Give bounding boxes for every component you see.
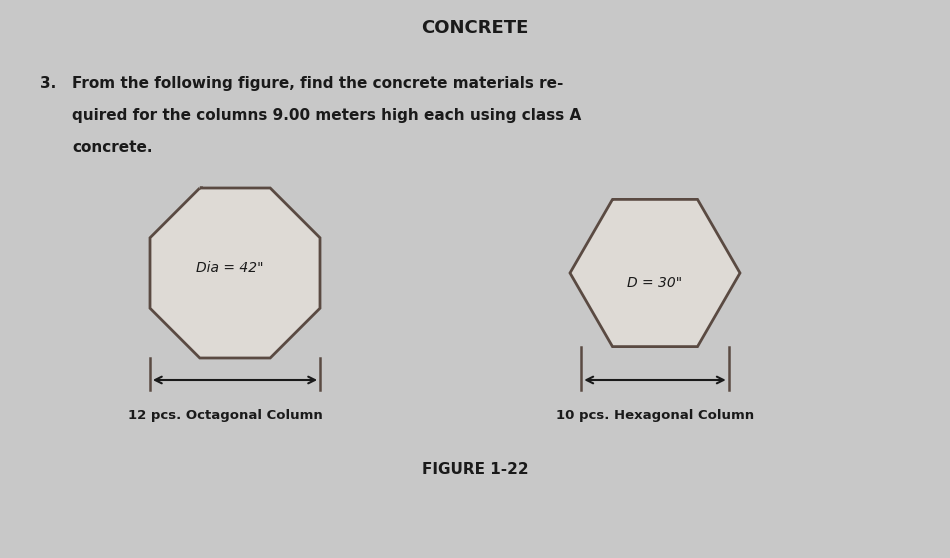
Text: D = 30": D = 30" bbox=[627, 276, 682, 290]
Text: From the following figure, find the concrete materials re-: From the following figure, find the conc… bbox=[72, 76, 563, 91]
Text: 12 pcs. Octagonal Column: 12 pcs. Octagonal Column bbox=[127, 410, 322, 422]
Polygon shape bbox=[150, 188, 320, 358]
Polygon shape bbox=[570, 199, 740, 347]
Text: 10 pcs. Hexagonal Column: 10 pcs. Hexagonal Column bbox=[556, 410, 754, 422]
Text: 3.: 3. bbox=[40, 76, 56, 91]
Text: Dia = 42": Dia = 42" bbox=[197, 261, 264, 275]
Text: concrete.: concrete. bbox=[72, 140, 153, 155]
Text: FIGURE 1-22: FIGURE 1-22 bbox=[422, 463, 528, 478]
Text: quired for the columns 9.00 meters high each using class A: quired for the columns 9.00 meters high … bbox=[72, 108, 581, 123]
Text: CONCRETE: CONCRETE bbox=[421, 19, 529, 37]
